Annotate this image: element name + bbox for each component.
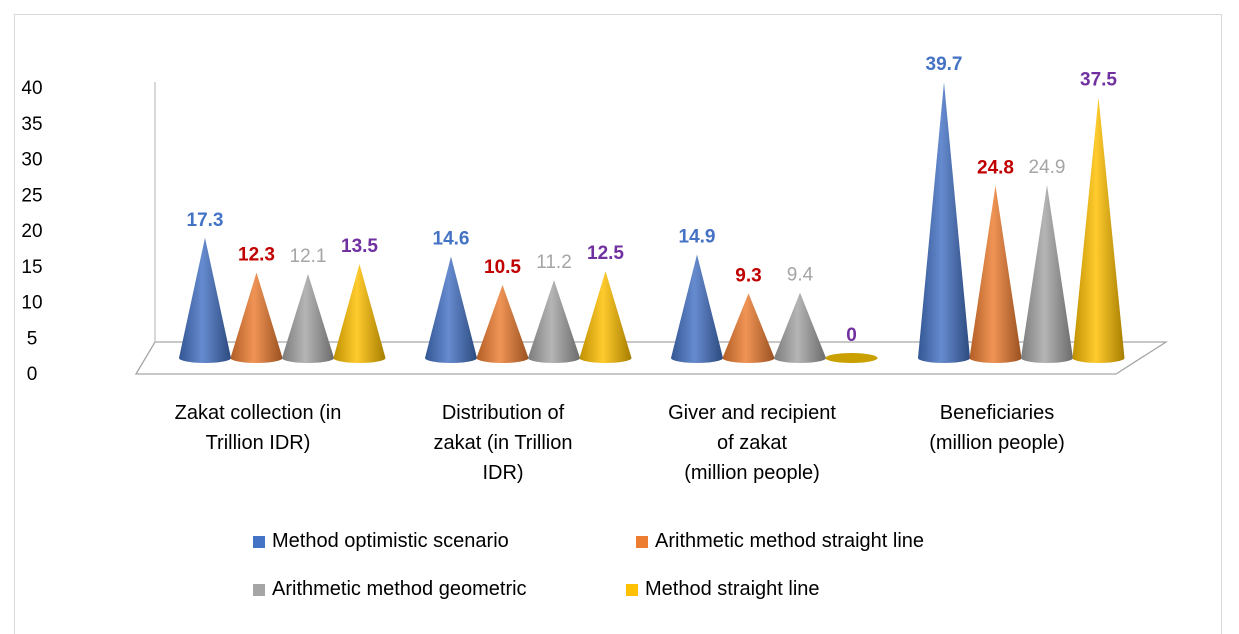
cone-base-empty	[825, 353, 878, 363]
data-label: 14.6	[433, 229, 470, 250]
cone-bar	[918, 82, 970, 364]
y-tick-label: 25	[21, 185, 42, 206]
cone-bar	[425, 256, 477, 363]
y-tick-label: 0	[27, 364, 38, 385]
cone-bar	[969, 185, 1022, 363]
category-label: of zakat	[717, 432, 787, 454]
category-label: (million people)	[684, 462, 820, 484]
data-label: 12.5	[587, 243, 624, 264]
cone-bar	[282, 273, 334, 363]
cone-bar	[722, 293, 775, 363]
category-label: (million people)	[929, 432, 1065, 454]
y-tick-label: 40	[21, 78, 42, 99]
category-label: Trillion IDR)	[206, 432, 311, 454]
cone-bar	[528, 280, 580, 363]
data-label: 13.5	[341, 236, 378, 257]
data-label: 37.5	[1080, 69, 1117, 90]
chart-frame	[14, 14, 1222, 634]
category-label: Beneficiaries	[940, 402, 1055, 424]
data-label: 11.2	[536, 252, 572, 273]
data-label: 12.1	[290, 246, 327, 267]
data-label: 10.5	[484, 257, 521, 278]
cone-bar	[179, 237, 231, 363]
y-tick-label: 30	[21, 150, 42, 171]
cone-bar	[1072, 97, 1125, 363]
cone-bar	[1021, 184, 1073, 363]
data-label: 9.4	[787, 265, 814, 286]
category-label: IDR)	[482, 462, 523, 484]
cone-bar	[230, 272, 283, 363]
cone-chart: 0 5 10 15 20 25 30 35 40 17.3 14.6 14.9 39.7 12.3 10.…	[21, 54, 1169, 484]
data-label: 24.9	[1029, 157, 1066, 178]
data-label: 12.3	[238, 245, 275, 266]
cone-bar	[579, 271, 632, 363]
category-label: zakat (in Trillion	[434, 432, 573, 454]
y-tick-label: 20	[21, 221, 42, 242]
cone-bar	[774, 292, 826, 363]
data-label: 14.9	[679, 226, 716, 247]
category-label: Giver and recipient	[668, 402, 836, 424]
y-tick-label: 35	[21, 114, 42, 135]
data-label: 17.3	[187, 210, 224, 231]
category-label: Distribution of	[442, 402, 565, 424]
data-label: 9.3	[735, 265, 761, 286]
cone-bar	[476, 285, 529, 363]
data-label: 0	[846, 325, 857, 346]
cone-bar	[671, 254, 723, 363]
chart-floor	[134, 341, 1169, 375]
y-tick-label: 15	[21, 257, 42, 278]
data-label: 24.8	[977, 158, 1014, 179]
y-tick-label: 5	[27, 328, 38, 349]
category-label: Zakat collection (in	[175, 402, 342, 424]
y-tick-label: 10	[21, 293, 42, 314]
cone-bar	[333, 264, 386, 363]
data-label: 39.7	[926, 54, 963, 75]
